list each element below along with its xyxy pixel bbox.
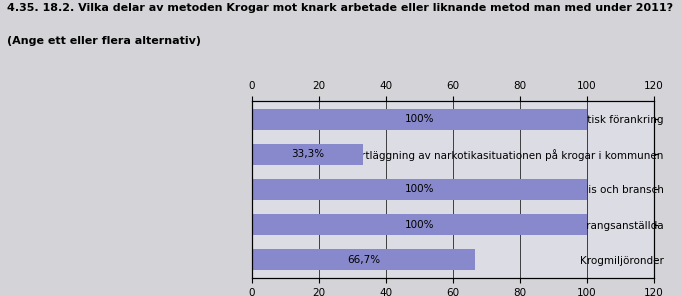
Text: 100%: 100% [405, 184, 434, 194]
Bar [252, 109, 587, 130]
Bar [252, 179, 587, 200]
Text: (Ange ett eller flera alternativ): (Ange ett eller flera alternativ) [7, 36, 201, 46]
Text: 100%: 100% [405, 114, 434, 124]
Text: 100%: 100% [405, 220, 434, 229]
Bar [252, 144, 364, 165]
Text: 4.35. 18.2. Vilka delar av metoden Krogar mot knark arbetade eller liknande meto: 4.35. 18.2. Vilka delar av metoden Kroga… [7, 3, 673, 13]
Text: 33,3%: 33,3% [291, 149, 324, 159]
Bar [252, 249, 475, 270]
Text: 66,7%: 66,7% [347, 255, 380, 265]
Bar [252, 214, 587, 235]
